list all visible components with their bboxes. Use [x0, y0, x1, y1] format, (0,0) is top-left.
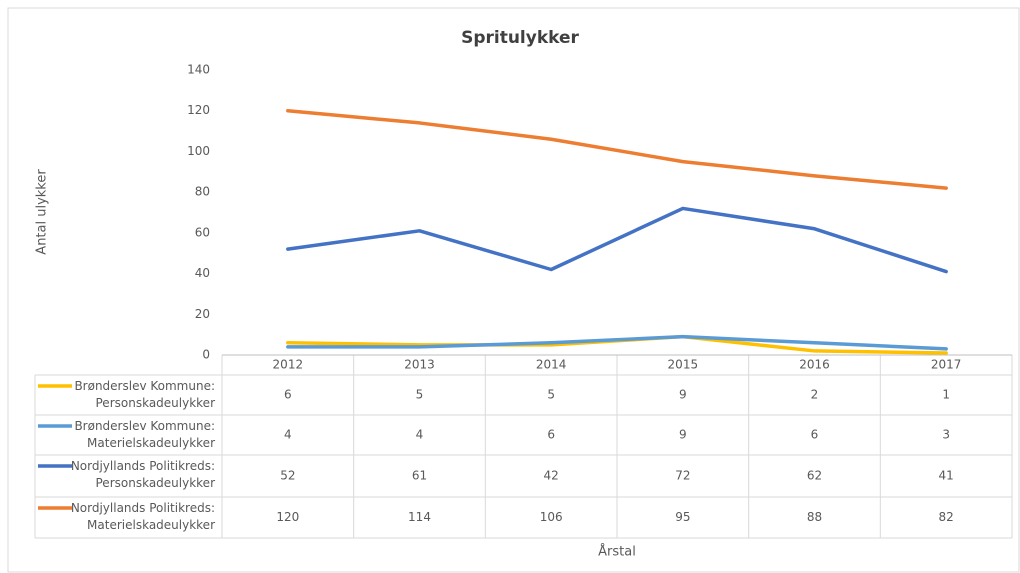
- y-tick-label: 60: [195, 225, 210, 239]
- y-tick-label: 140: [187, 63, 210, 77]
- x-tick-label: 2016: [799, 358, 830, 372]
- table-value: 3: [942, 428, 950, 442]
- table-value: 62: [807, 469, 822, 483]
- y-tick-label: 120: [187, 103, 210, 117]
- table-value: 88: [807, 510, 822, 524]
- table-value: 5: [416, 388, 424, 402]
- legend-label: Nordjyllands Politikreds: Materielskadeu…: [70, 501, 215, 532]
- table-value: 61: [412, 469, 427, 483]
- table-value: 120: [276, 510, 299, 524]
- y-axis-label: Antal ulykker: [35, 169, 50, 255]
- series-line: [286, 206, 948, 274]
- series-line: [286, 334, 948, 351]
- table-value: 4: [284, 428, 292, 442]
- table-value: 52: [280, 469, 295, 483]
- series-line: [286, 108, 948, 190]
- x-tick-label: 2013: [404, 358, 435, 372]
- x-tick-label: 2017: [931, 358, 962, 372]
- chart-border: [7, 7, 1020, 573]
- legend-label: Nordjyllands Politikreds: Personskadeuly…: [70, 459, 215, 490]
- legend-label: Brønderslev Kommune: Materielskadeulykke…: [74, 419, 215, 450]
- table-value: 72: [675, 469, 690, 483]
- table-value: 114: [408, 510, 431, 524]
- table-value: 5: [547, 388, 555, 402]
- y-tick-label: 80: [195, 185, 210, 199]
- legend-label: Brønderslev Kommune: Personskadeulykker: [74, 379, 215, 410]
- table-value: 82: [939, 510, 954, 524]
- x-axis-label: Årstal: [598, 544, 636, 560]
- table-value: 95: [675, 510, 690, 524]
- x-tick-label: 2015: [668, 358, 699, 372]
- table-value: 42: [544, 469, 559, 483]
- x-tick-label: 2014: [536, 358, 567, 372]
- table-value: 106: [540, 510, 563, 524]
- table-value: 1: [942, 388, 950, 402]
- y-tick-label: 20: [195, 307, 210, 321]
- table-value: 6: [811, 428, 819, 442]
- y-tick-label: 40: [195, 266, 210, 280]
- y-tick-label: 100: [187, 144, 210, 158]
- table-value: 6: [547, 428, 555, 442]
- table-value: 9: [679, 428, 687, 442]
- table-value: 6: [284, 388, 292, 402]
- chart-title: Spritulykker: [461, 28, 579, 48]
- table-value: 4: [416, 428, 424, 442]
- table-value: 41: [939, 469, 954, 483]
- x-tick-label: 2012: [273, 358, 304, 372]
- table-value: 2: [811, 388, 819, 402]
- y-tick-label: 0: [202, 348, 210, 362]
- table-value: 9: [679, 388, 687, 402]
